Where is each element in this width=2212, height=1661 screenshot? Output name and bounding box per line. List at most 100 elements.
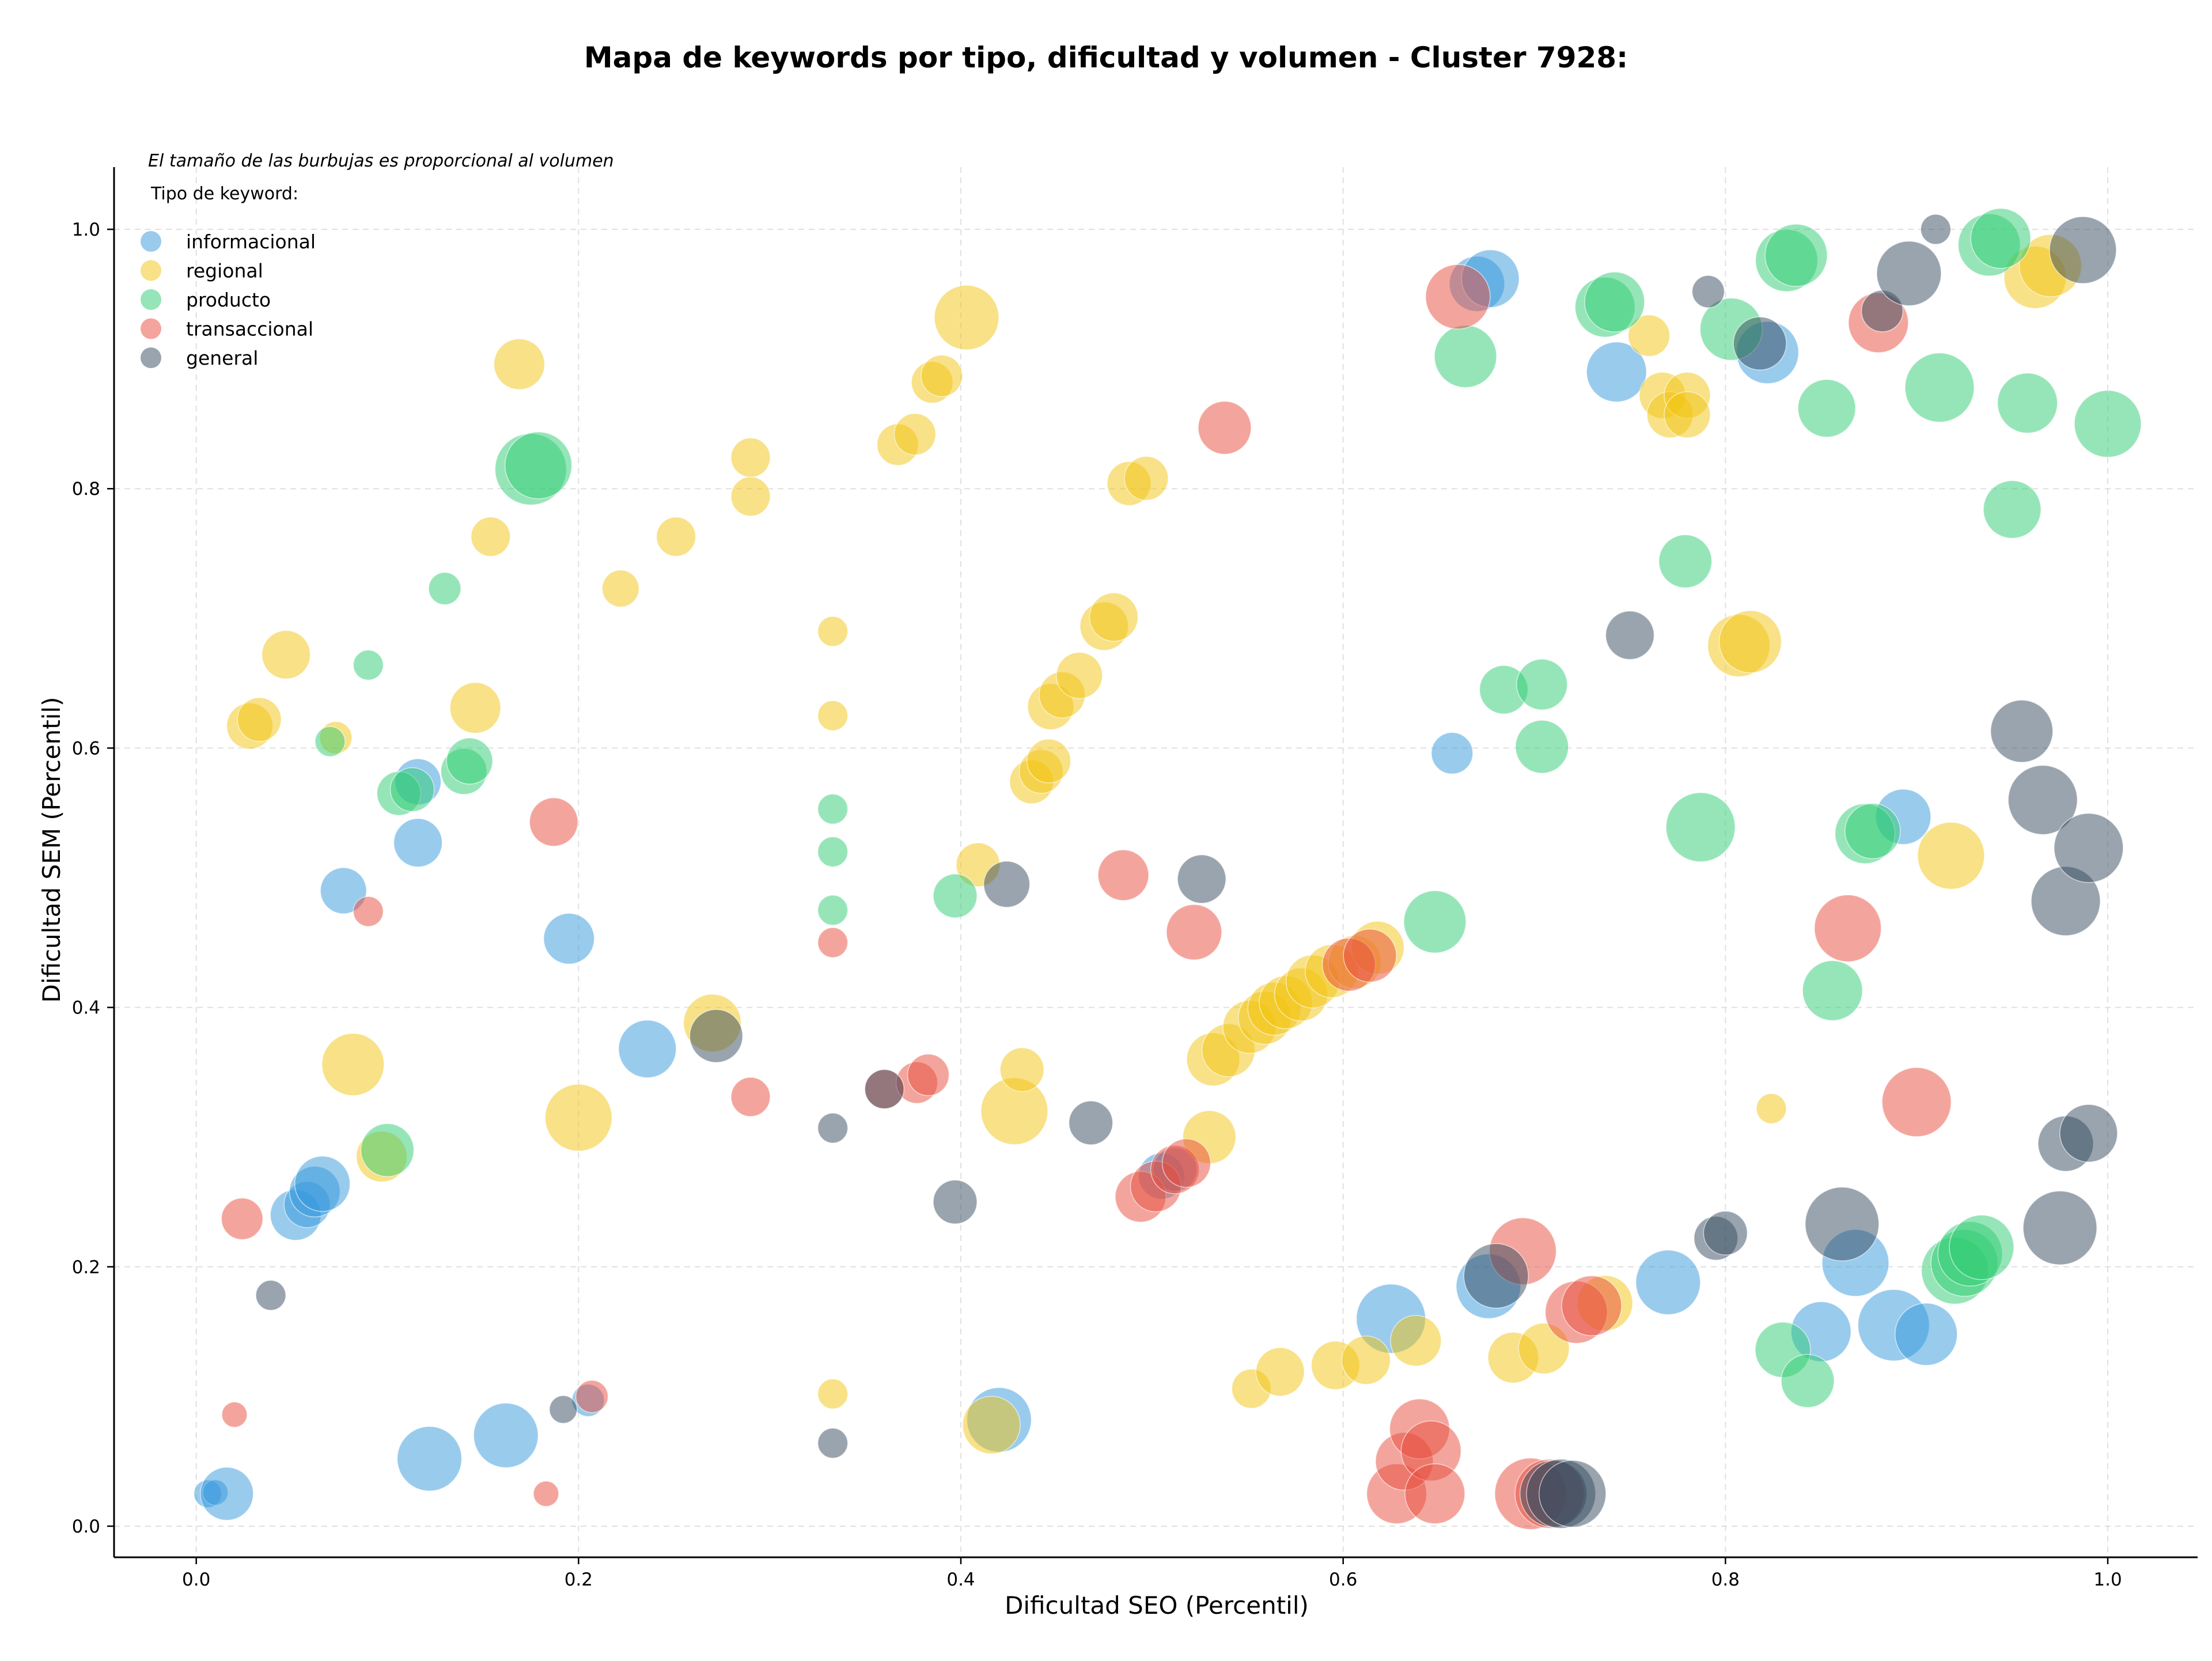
legend-label-regional: regional [186,260,263,282]
bubble-producto [353,649,384,681]
bubble-general [864,1069,905,1110]
bubble-producto [817,895,849,926]
bubble-regional [962,1395,1021,1455]
y-axis-label: Dificultad SEM (Percentil) [37,697,66,1003]
bubble-producto [504,431,573,500]
y-tick-label: 0.6 [72,738,100,759]
bubble-transaccional [1813,894,1882,963]
bubble-general [1177,854,1226,904]
bubble-producto [428,572,461,606]
bubble-regional [1627,314,1671,357]
bubble-regional [470,516,511,557]
bubble-general [983,861,1031,908]
bubble-general [1463,1243,1529,1309]
bubble-regional [1341,1335,1391,1385]
bubble-general [549,1395,578,1424]
bubble-producto [1844,803,1901,860]
bubble-regional [1124,456,1169,501]
bubble-informacional [200,1466,254,1521]
bubble-producto [360,1123,415,1177]
bubble-transaccional [1404,1463,1465,1524]
x-tick-label: 0.2 [565,1569,593,1590]
bubble-general [1733,316,1787,370]
bubble-producto [817,836,849,868]
bubble-transaccional [1561,1275,1622,1337]
bubble-transaccional [1198,400,1252,455]
bubble-producto [1802,960,1863,1021]
bubble-regional [893,413,937,456]
bubble-regional [1664,391,1711,438]
bubble-regional [261,630,311,680]
bubble-regional [1390,1315,1442,1367]
bubble-informacional [1431,732,1474,775]
bubble-transaccional [575,1380,609,1413]
bubble-general [1920,214,1952,245]
bubble-general [1805,1186,1880,1262]
bubble-producto [1658,534,1713,589]
bubble-transaccional [529,797,578,847]
y-tick-label: 0.0 [72,1516,100,1537]
bubble-general [1605,610,1655,660]
y-tick-label: 1.0 [72,220,100,240]
bubble-general [2022,1190,2097,1266]
bubble-producto [1949,1214,2014,1280]
bubble-general [1990,699,2054,763]
bubble-regional [730,476,771,517]
bubble-regional [999,1047,1044,1092]
bubble-producto [1797,379,1856,438]
bubble-transaccional [907,1053,950,1096]
bubble-regional [817,1378,849,1410]
chart-title: Mapa de keywords por tipo, dificultad y … [584,41,1628,74]
y-tick-label: 0.2 [72,1257,100,1278]
bubble-informacional [320,867,367,914]
bubble-regional [921,354,963,398]
bubble-producto [2074,389,2142,458]
bubble-regional [544,1084,613,1152]
bubble-producto [1970,208,2031,269]
bubble-transaccional [221,1401,248,1428]
bubble-regional [237,697,282,742]
bubble-transaccional [1881,1067,1952,1137]
bubble-general [2059,1104,2118,1163]
bubble-informacional [473,1402,539,1469]
bubble-producto [817,793,849,824]
bubble-informacional [618,1019,677,1079]
bubble-general [1691,275,1725,308]
bubble-regional [730,437,771,478]
bubble-producto [1434,324,1497,388]
bubble-general [2054,812,2124,883]
bubble-general [817,1428,849,1459]
bubble-producto [1983,480,2041,539]
bubble-producto [315,726,346,757]
bubble-producto [1515,720,1569,774]
legend-marker-informacional [141,231,161,252]
legend-label-general: general [186,347,258,369]
bubble-transaccional [1097,849,1149,901]
size-note: El tamaño de las burbujas es proporciona… [148,151,614,171]
bubble-producto [1904,352,1975,423]
bubble-regional [493,338,546,390]
bubble-general [1068,1100,1113,1145]
bubble-general [255,1280,286,1311]
bubble-general [1703,1210,1748,1256]
bubble-transaccional [1161,1138,1211,1188]
x-axis-label: Dificultad SEO (Percentil) [1005,1591,1309,1620]
bubble-general [1876,240,1942,307]
bubble-transaccional [817,927,849,958]
bubble-informacional [294,1155,351,1212]
bubble-general [2008,765,2078,835]
bubble-regional [449,682,501,734]
bubble-producto [1584,271,1645,332]
x-tick-label: 0.0 [182,1569,210,1590]
bubble-producto [1665,792,1736,862]
bubble-informacional [1586,341,1647,403]
bubble-general [933,1179,978,1224]
bubble-regional [1917,822,1985,890]
bubble-informacional [543,913,595,965]
bubble-transaccional [1166,904,1222,960]
bubble-producto [446,737,493,785]
bubble-general [817,1113,849,1144]
legend-title: Tipo de keyword: [150,184,298,204]
bubble-regional [1255,1347,1305,1397]
